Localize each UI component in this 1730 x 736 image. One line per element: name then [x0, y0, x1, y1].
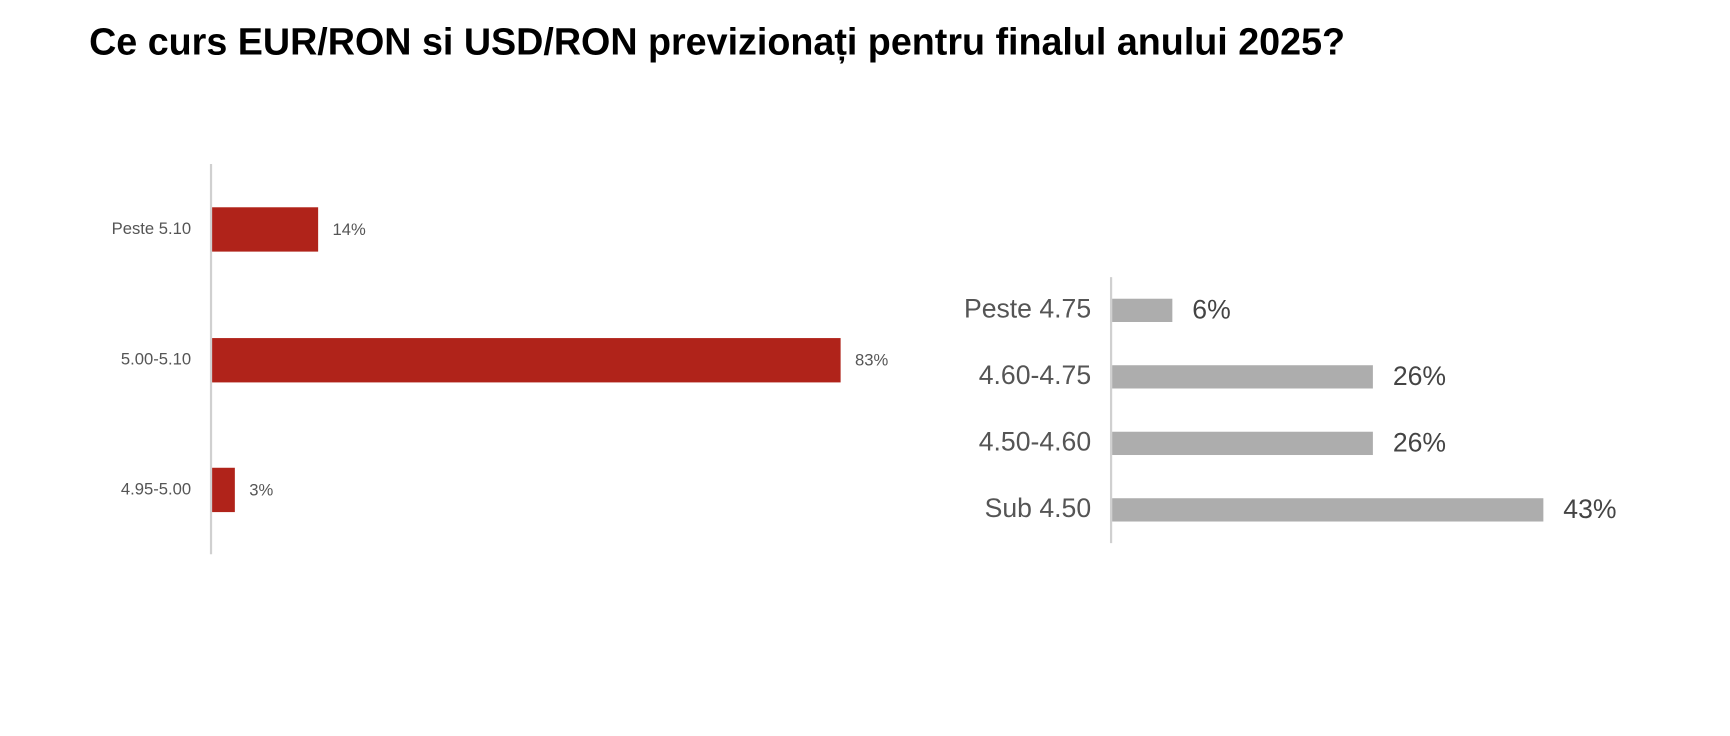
value-label: 83%: [855, 351, 888, 370]
category-label: 4.50-4.60: [979, 426, 1091, 456]
category-label: 5.00-5.10: [121, 350, 191, 369]
value-label: 14%: [333, 220, 366, 239]
value-label: 6%: [1192, 295, 1230, 325]
bar: [1112, 365, 1373, 389]
bar: [1112, 431, 1373, 456]
bar: [1112, 298, 1173, 322]
bar: [212, 467, 235, 513]
bar: [1112, 498, 1544, 522]
category-label: 4.95-5.00: [121, 479, 191, 498]
bar: [212, 207, 319, 252]
category-label: Peste 4.75: [964, 293, 1091, 323]
value-label: 26%: [1393, 361, 1446, 391]
category-label: 4.60-4.75: [979, 360, 1091, 390]
value-label: 26%: [1393, 428, 1446, 458]
category-label: Sub 4.50: [985, 493, 1091, 523]
category-label: Peste 5.10: [112, 219, 191, 238]
bar: [212, 338, 841, 383]
slide-title: Ce curs EUR/RON si USD/RON previzionați …: [89, 20, 1345, 63]
value-label: 3%: [249, 480, 273, 499]
value-label: 43%: [1563, 494, 1616, 524]
